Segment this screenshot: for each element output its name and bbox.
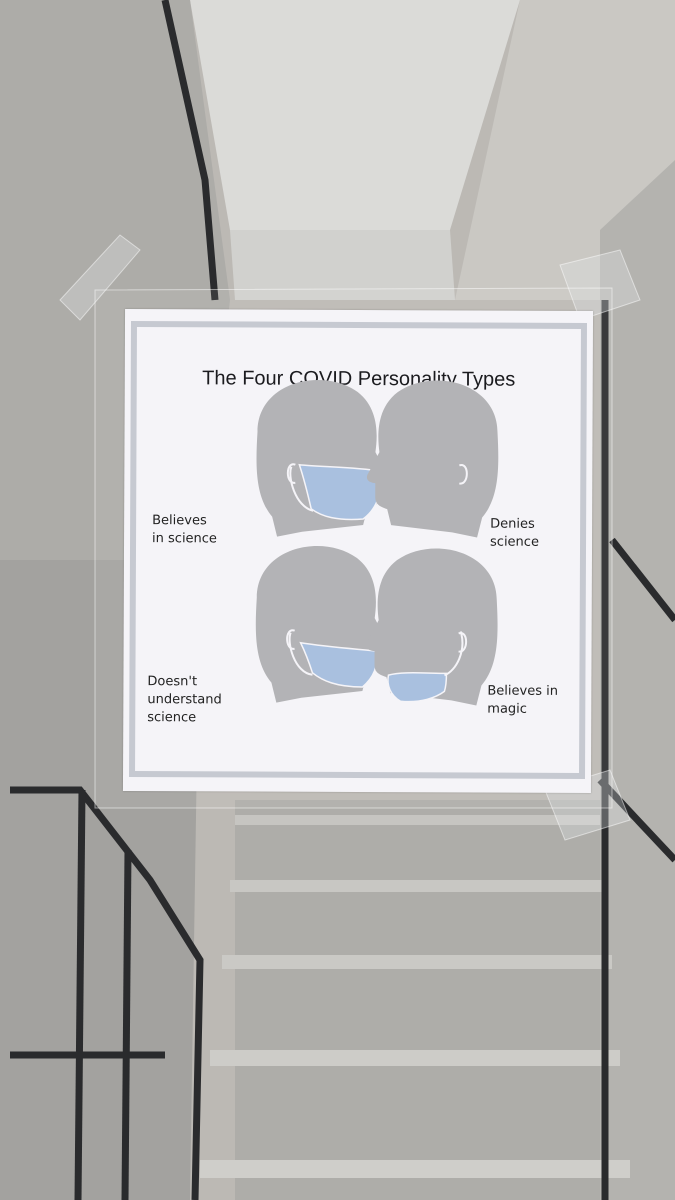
- label-line: Denies: [490, 516, 535, 532]
- covid-poster: The Four COVID Personality Types Believe…: [122, 308, 594, 794]
- head-mask-on-chin: [366, 548, 498, 706]
- label-line: Doesn't: [147, 674, 198, 690]
- staircase: [200, 800, 630, 1200]
- type-label-denies-science: Denies science: [490, 516, 539, 552]
- handrail: [10, 0, 675, 1200]
- label-line: Believes: [152, 513, 207, 529]
- head-illustrations: [255, 379, 499, 706]
- label-line: understand: [147, 692, 222, 708]
- type-label-believes-in-science: Believes in science: [152, 512, 217, 548]
- head-no-mask: [366, 380, 499, 538]
- type-label-believes-in-magic: Believes in magic: [487, 683, 558, 719]
- label-line: in science: [152, 531, 217, 547]
- label-line: science: [147, 710, 197, 726]
- type-label-doesnt-understand-science: Doesn't understand science: [147, 673, 222, 727]
- label-line: magic: [487, 701, 528, 717]
- head-mask-properly-worn: [256, 379, 388, 537]
- head-mask-below-nose: [255, 545, 387, 703]
- label-line: science: [490, 534, 539, 550]
- label-line: Believes in: [487, 683, 559, 699]
